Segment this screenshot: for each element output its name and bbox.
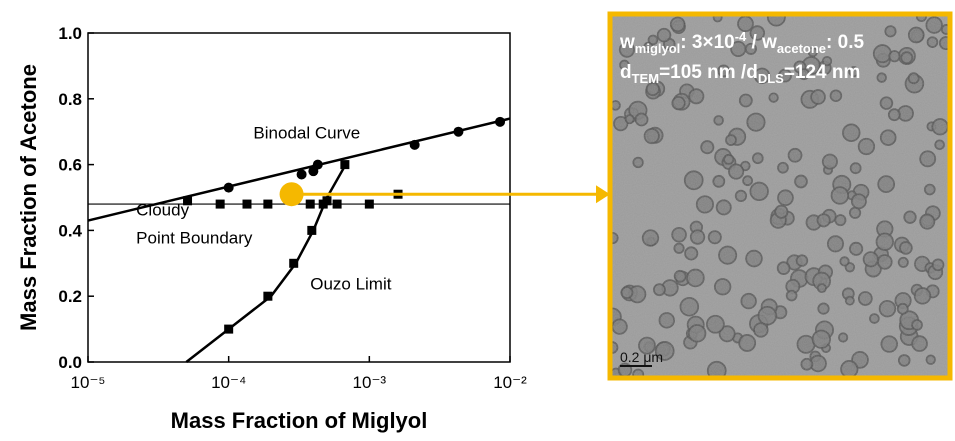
arrow-head [596, 185, 610, 204]
caption-line: dTEM=105 nm /dDLS=124 nm [620, 62, 860, 86]
y-tick-label: 0.2 [58, 287, 82, 306]
point [364, 199, 374, 209]
annotation: Binodal Curve [253, 123, 360, 142]
annotation: Ouzo Limit [310, 275, 392, 294]
point [305, 199, 315, 209]
caption-part: TEM [632, 71, 659, 86]
point [307, 225, 317, 235]
point [322, 196, 332, 206]
point [263, 199, 273, 209]
caption-part: d [620, 62, 632, 83]
x-axis-label: Mass Fraction of Miglyol [171, 408, 428, 433]
y-tick-label: 0.0 [58, 353, 82, 372]
point [296, 169, 307, 180]
y-axis-label: Mass Fraction of Acetone [16, 64, 41, 331]
point [332, 199, 342, 209]
y-tick-label: 0.4 [58, 221, 82, 240]
x-tick-label: 10⁻⁴ [211, 373, 246, 392]
caption-part: : 0.5 [826, 32, 864, 53]
annotation: Cloudy [136, 201, 189, 220]
point [289, 258, 299, 268]
point [242, 199, 252, 209]
point [224, 324, 234, 334]
caption-part: =124 nm [784, 62, 861, 83]
caption-part: =105 nm /d [659, 62, 758, 83]
x-tick-label: 10⁻³ [353, 373, 387, 392]
caption-part: : 3×10 [680, 32, 734, 53]
y-tick-label: 0.6 [58, 156, 82, 175]
caption-part: miglyol [635, 41, 681, 56]
tem-panel: wmiglyol: 3×10-4 / wacetone: 0.5 dTEM=105… [607, 11, 953, 381]
x-tick-label: 10⁻² [493, 373, 527, 392]
y-tick-label: 1.0 [58, 24, 82, 43]
caption-part: / w [746, 32, 777, 53]
point [183, 196, 193, 206]
plot-frame [87, 32, 511, 363]
plot: 0.0 0.2 0.4 0.6 0.8 1.0 10⁻⁵ 10⁻⁴ 10⁻³ 10⁻² Mass F… [16, 24, 527, 433]
scale-bar-label: 0.2 μm [620, 349, 663, 365]
caption-part: DLS [758, 71, 784, 86]
x-tick-label: 10⁻⁵ [71, 373, 106, 392]
panel-border [607, 11, 953, 381]
caption-line: wmiglyol: 3×10-4 / wacetone: 0.5 [619, 29, 864, 56]
y-tick-label: 0.8 [58, 90, 82, 109]
point [312, 159, 323, 170]
point [340, 160, 350, 170]
point [409, 139, 420, 150]
image-grain [612, 16, 948, 376]
point [223, 182, 234, 193]
caption-part: w [619, 32, 635, 53]
point [453, 126, 464, 137]
annotation: Point Boundary [136, 229, 253, 248]
point [495, 116, 506, 127]
point [263, 291, 273, 301]
caption-part: -4 [735, 29, 747, 44]
point [215, 199, 225, 209]
caption-part: acetone [777, 41, 826, 56]
